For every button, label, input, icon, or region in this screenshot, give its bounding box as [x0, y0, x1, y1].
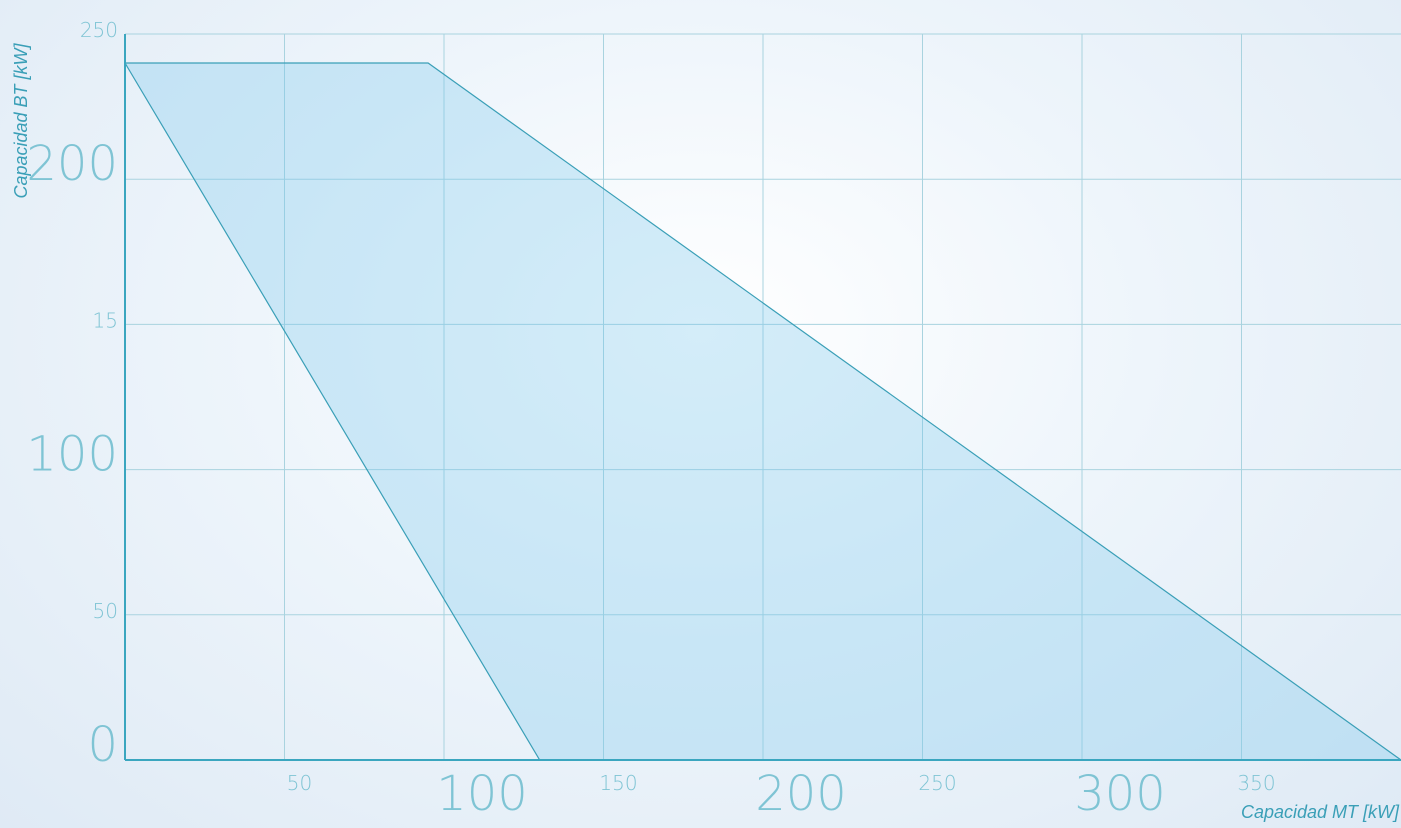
x-tick-label-150: 150 [599, 771, 637, 795]
y-tick-label-250: 250 [80, 18, 118, 42]
grid [125, 33, 1401, 760]
y-tick-label-0: 0 [87, 717, 118, 773]
y-tick-label-100: 100 [26, 427, 118, 483]
y-tick-label-50: 50 [93, 599, 118, 623]
operating-region [123, 62, 1401, 761]
x-tick-labels: 50 100 150 200 250 300 350 [287, 766, 1276, 822]
y-axis-title: Capacidad BT [kW] [11, 42, 31, 198]
x-tick-label-250: 250 [918, 771, 956, 795]
x-tick-label-300: 300 [1074, 766, 1166, 822]
x-tick-label-350: 350 [1237, 771, 1275, 795]
x-tick-label-100: 100 [436, 766, 528, 822]
x-axis-title: Capacidad MT [kW] [1241, 802, 1400, 822]
y-tick-label-200: 200 [26, 136, 118, 192]
y-tick-labels: 0 50 100 15 200 250 [26, 18, 118, 773]
x-tick-label-50: 50 [287, 771, 312, 795]
y-tick-label-150: 15 [93, 308, 118, 332]
x-tick-label-200: 200 [755, 766, 847, 822]
